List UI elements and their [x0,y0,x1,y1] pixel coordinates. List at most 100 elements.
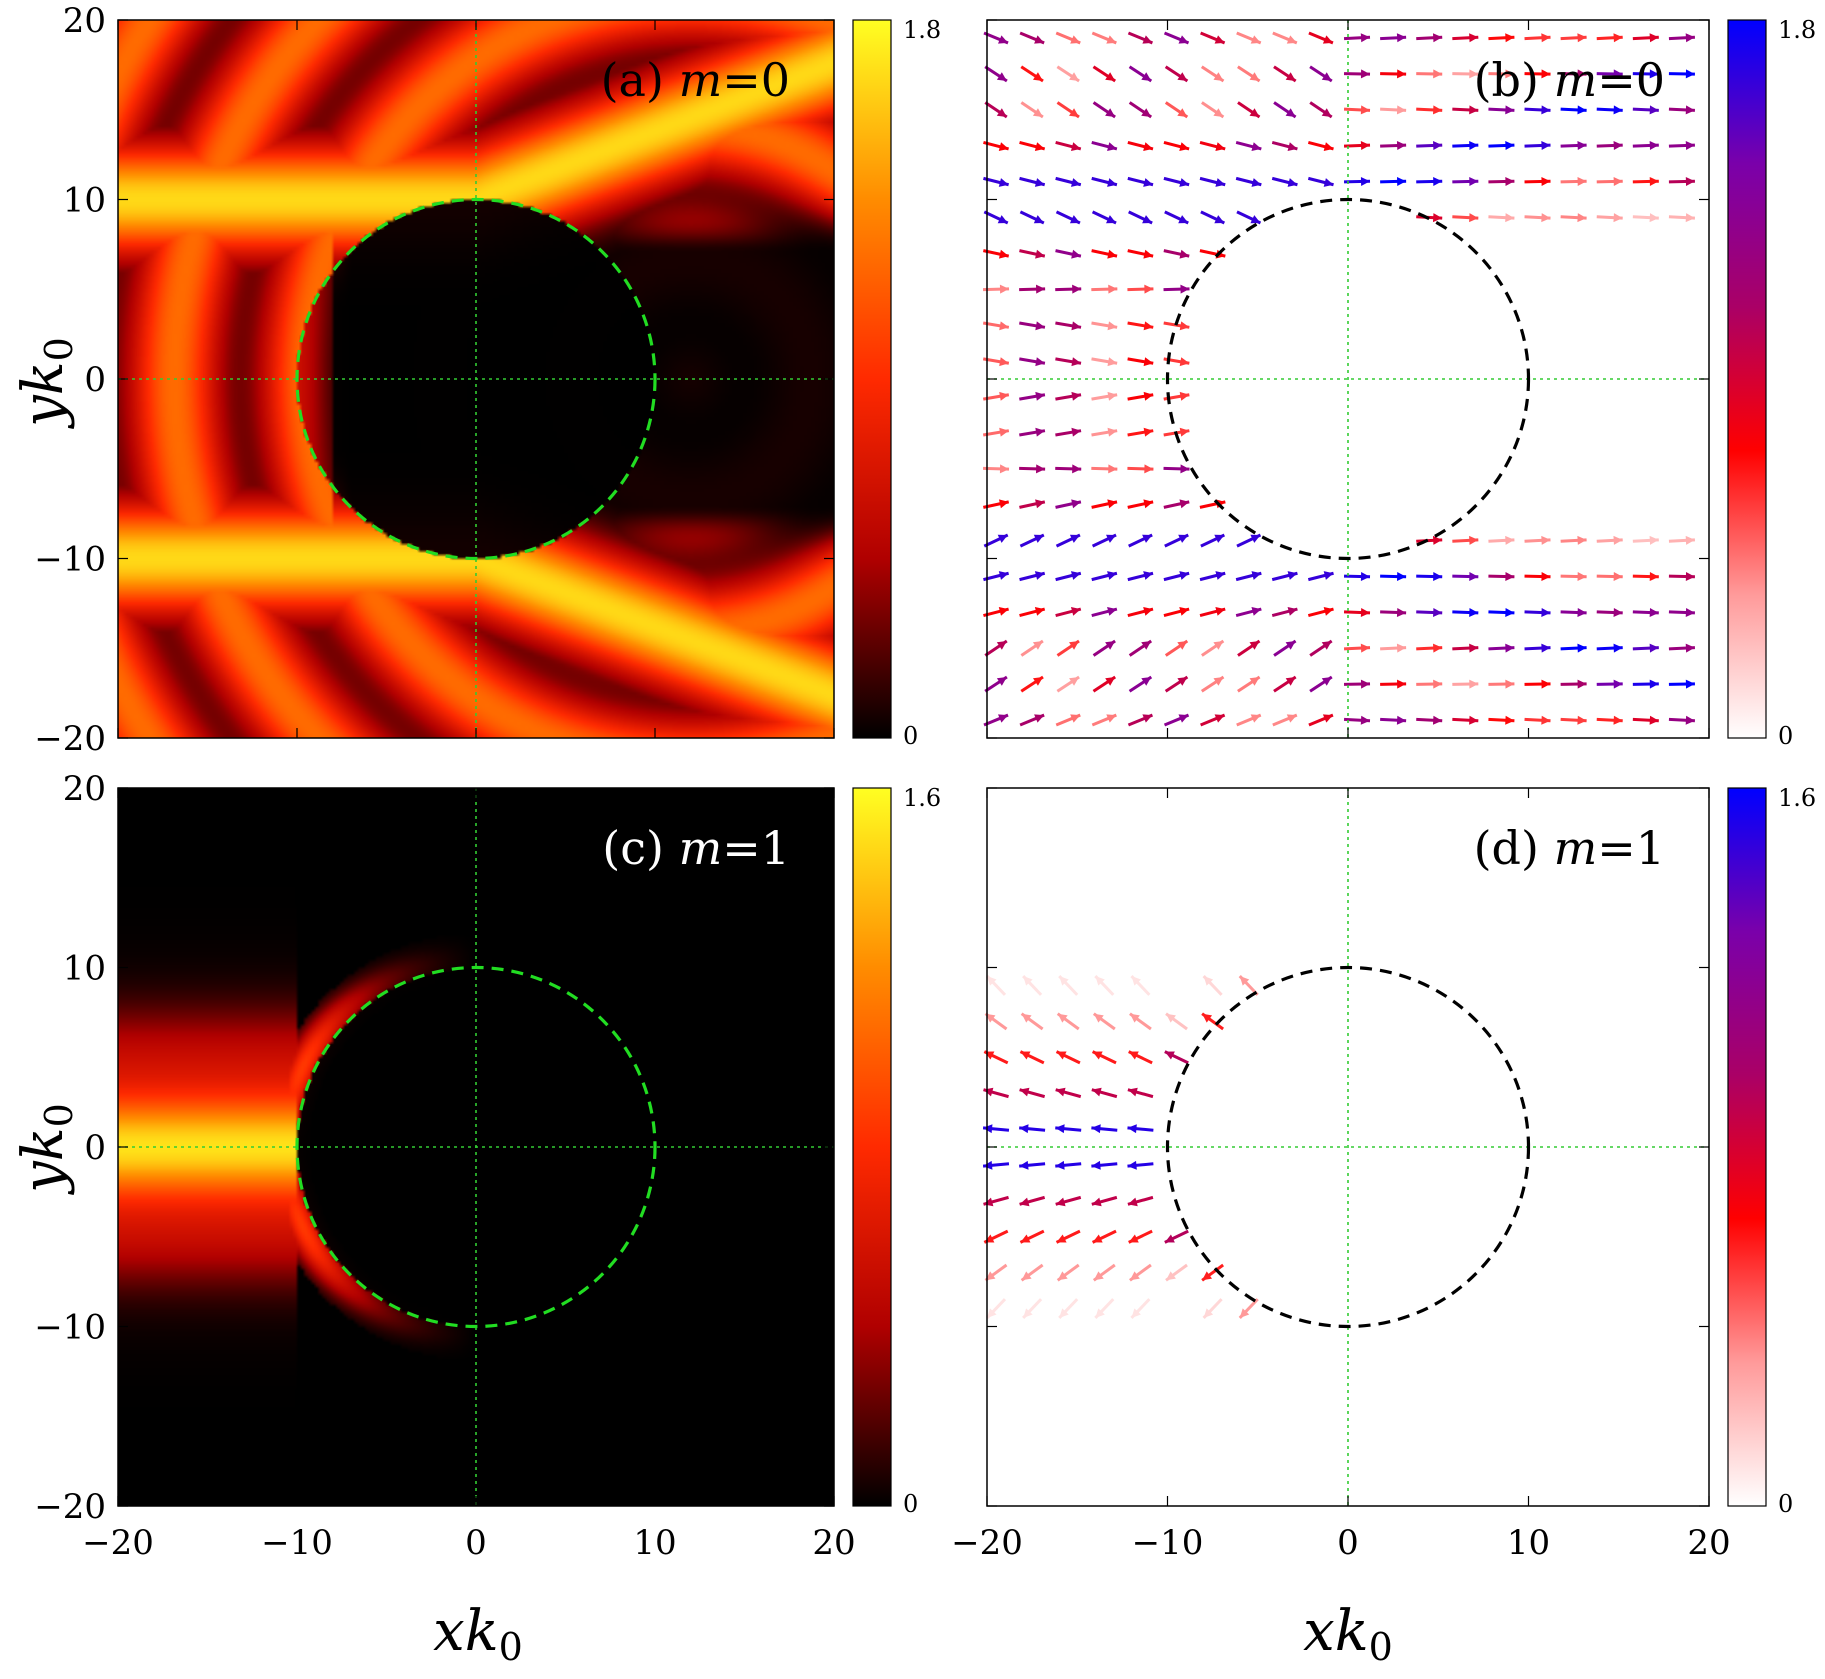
vector-arrow [1094,1298,1115,1319]
panel-title-d: (d) m=1 [1474,821,1665,875]
vector-arrow [1560,69,1587,79]
vector-arrow [1127,1195,1154,1207]
vector-arrow [1163,140,1190,152]
ytick-label-a: 0 [84,360,106,400]
vector-arrow [984,639,1008,657]
vector-arrow [1668,679,1695,689]
vector-arrow [1452,69,1479,79]
colorbar-min-label-d: 0 [1778,1490,1793,1518]
colorbar-c: 1.60 [852,784,941,1518]
vector-arrow [1164,65,1189,83]
vector-arrow [1091,1124,1118,1134]
vector-arrow [1019,140,1046,152]
vector-arrow [1020,65,1044,83]
xtick-label-d: 20 [1687,1523,1730,1563]
vector-arrow [1056,101,1080,119]
vector-arrow [1055,249,1082,259]
vector-arrow [1560,33,1587,43]
vector-arrow [1380,715,1407,725]
ytick-label-c: −10 [34,1308,106,1348]
vector-arrow [1596,572,1623,582]
vector-arrow [1091,249,1118,259]
vector-arrow [1452,176,1479,186]
vector-arrow [1199,606,1226,618]
panel-d: −20 −10 0 10 20(d) m=11.60 [951,784,1816,1563]
vector-arrow [1019,176,1046,187]
vector-arrow [1020,1263,1044,1282]
vector-arrow [1055,357,1082,367]
vector-arrow [1127,249,1154,259]
vector-arrow [1055,571,1082,582]
vector-arrow [1632,213,1659,223]
colorbar-d: 1.60 [1727,784,1816,1518]
vector-arrow [1380,140,1407,150]
vector-arrow [1019,464,1046,474]
vector-arrow [1560,679,1587,689]
vector-arrow [1091,713,1117,727]
vector-arrow [1055,31,1081,45]
vector-arrow [1164,533,1189,548]
vector-arrow [1163,31,1190,45]
colorbar-max-label-d: 1.6 [1778,784,1816,812]
vector-arrow [1128,675,1153,693]
vector-arrow [1055,713,1081,727]
vector-arrow [1560,105,1587,115]
vector-arrow [1201,101,1225,119]
vector-arrow [1668,535,1695,545]
vector-arrow [1596,105,1623,115]
vector-arrow [1236,533,1262,548]
vector-arrow [1488,176,1515,186]
vector-arrow [1235,606,1262,618]
vector-arrow [1019,427,1046,437]
xtick-label-c: −20 [82,1523,154,1563]
vector-arrow [1127,140,1154,152]
vector-arrow [1488,213,1515,223]
vector-arrow [1019,571,1046,582]
vector-arrow [985,1298,1007,1319]
xtick-label-d: −20 [951,1523,1023,1563]
vector-arrow [1524,608,1551,618]
vector-arrow [1308,31,1334,45]
vector-arrow [983,533,1009,548]
vector-arrow [1560,715,1587,725]
vector-arrow [1668,105,1695,115]
vector-arrow [1019,357,1046,367]
vector-arrow [1201,639,1225,657]
vector-arrow [1235,140,1262,152]
vector-arrow [984,65,1008,83]
vector-arrow [1019,606,1046,618]
vector-arrow [1380,643,1407,653]
vector-arrow [1488,715,1515,725]
vector-arrow [1127,1124,1154,1134]
vector-arrow [1094,974,1115,996]
vector-arrow [1128,65,1153,83]
vector-arrow [1127,357,1154,367]
vector-arrow [1127,499,1154,509]
vector-arrow [1307,606,1334,618]
vector-arrow [1416,105,1443,115]
vector-arrow [1199,140,1226,152]
vector-arrow [1307,571,1334,582]
vector-arrow [1416,140,1443,150]
vector-arrow [984,101,1008,119]
vector-arrow [1127,1160,1154,1170]
vector-arrow [1200,675,1225,693]
vector-arrow [1343,105,1371,115]
vector-arrow [1055,464,1082,474]
vector-arrow [1452,715,1479,725]
panel-b: (b) m=01.80 [982,16,1816,750]
xtick-label-d: −10 [1132,1523,1204,1563]
vector-arrow [1632,608,1659,618]
vector-arrow [1163,464,1190,474]
vector-arrow [1128,639,1153,657]
vector-arrow [1632,715,1659,725]
vector-arrow [983,210,1009,225]
vector-arrow [1128,101,1153,119]
vector-arrow [1416,643,1443,653]
vector-arrow [1271,606,1298,618]
vector-arrow [1201,1012,1225,1031]
vector-arrow [1343,608,1371,618]
vector-arrow [984,675,1008,693]
vector-arrow [1055,284,1082,294]
vector-arrow [1668,140,1695,150]
